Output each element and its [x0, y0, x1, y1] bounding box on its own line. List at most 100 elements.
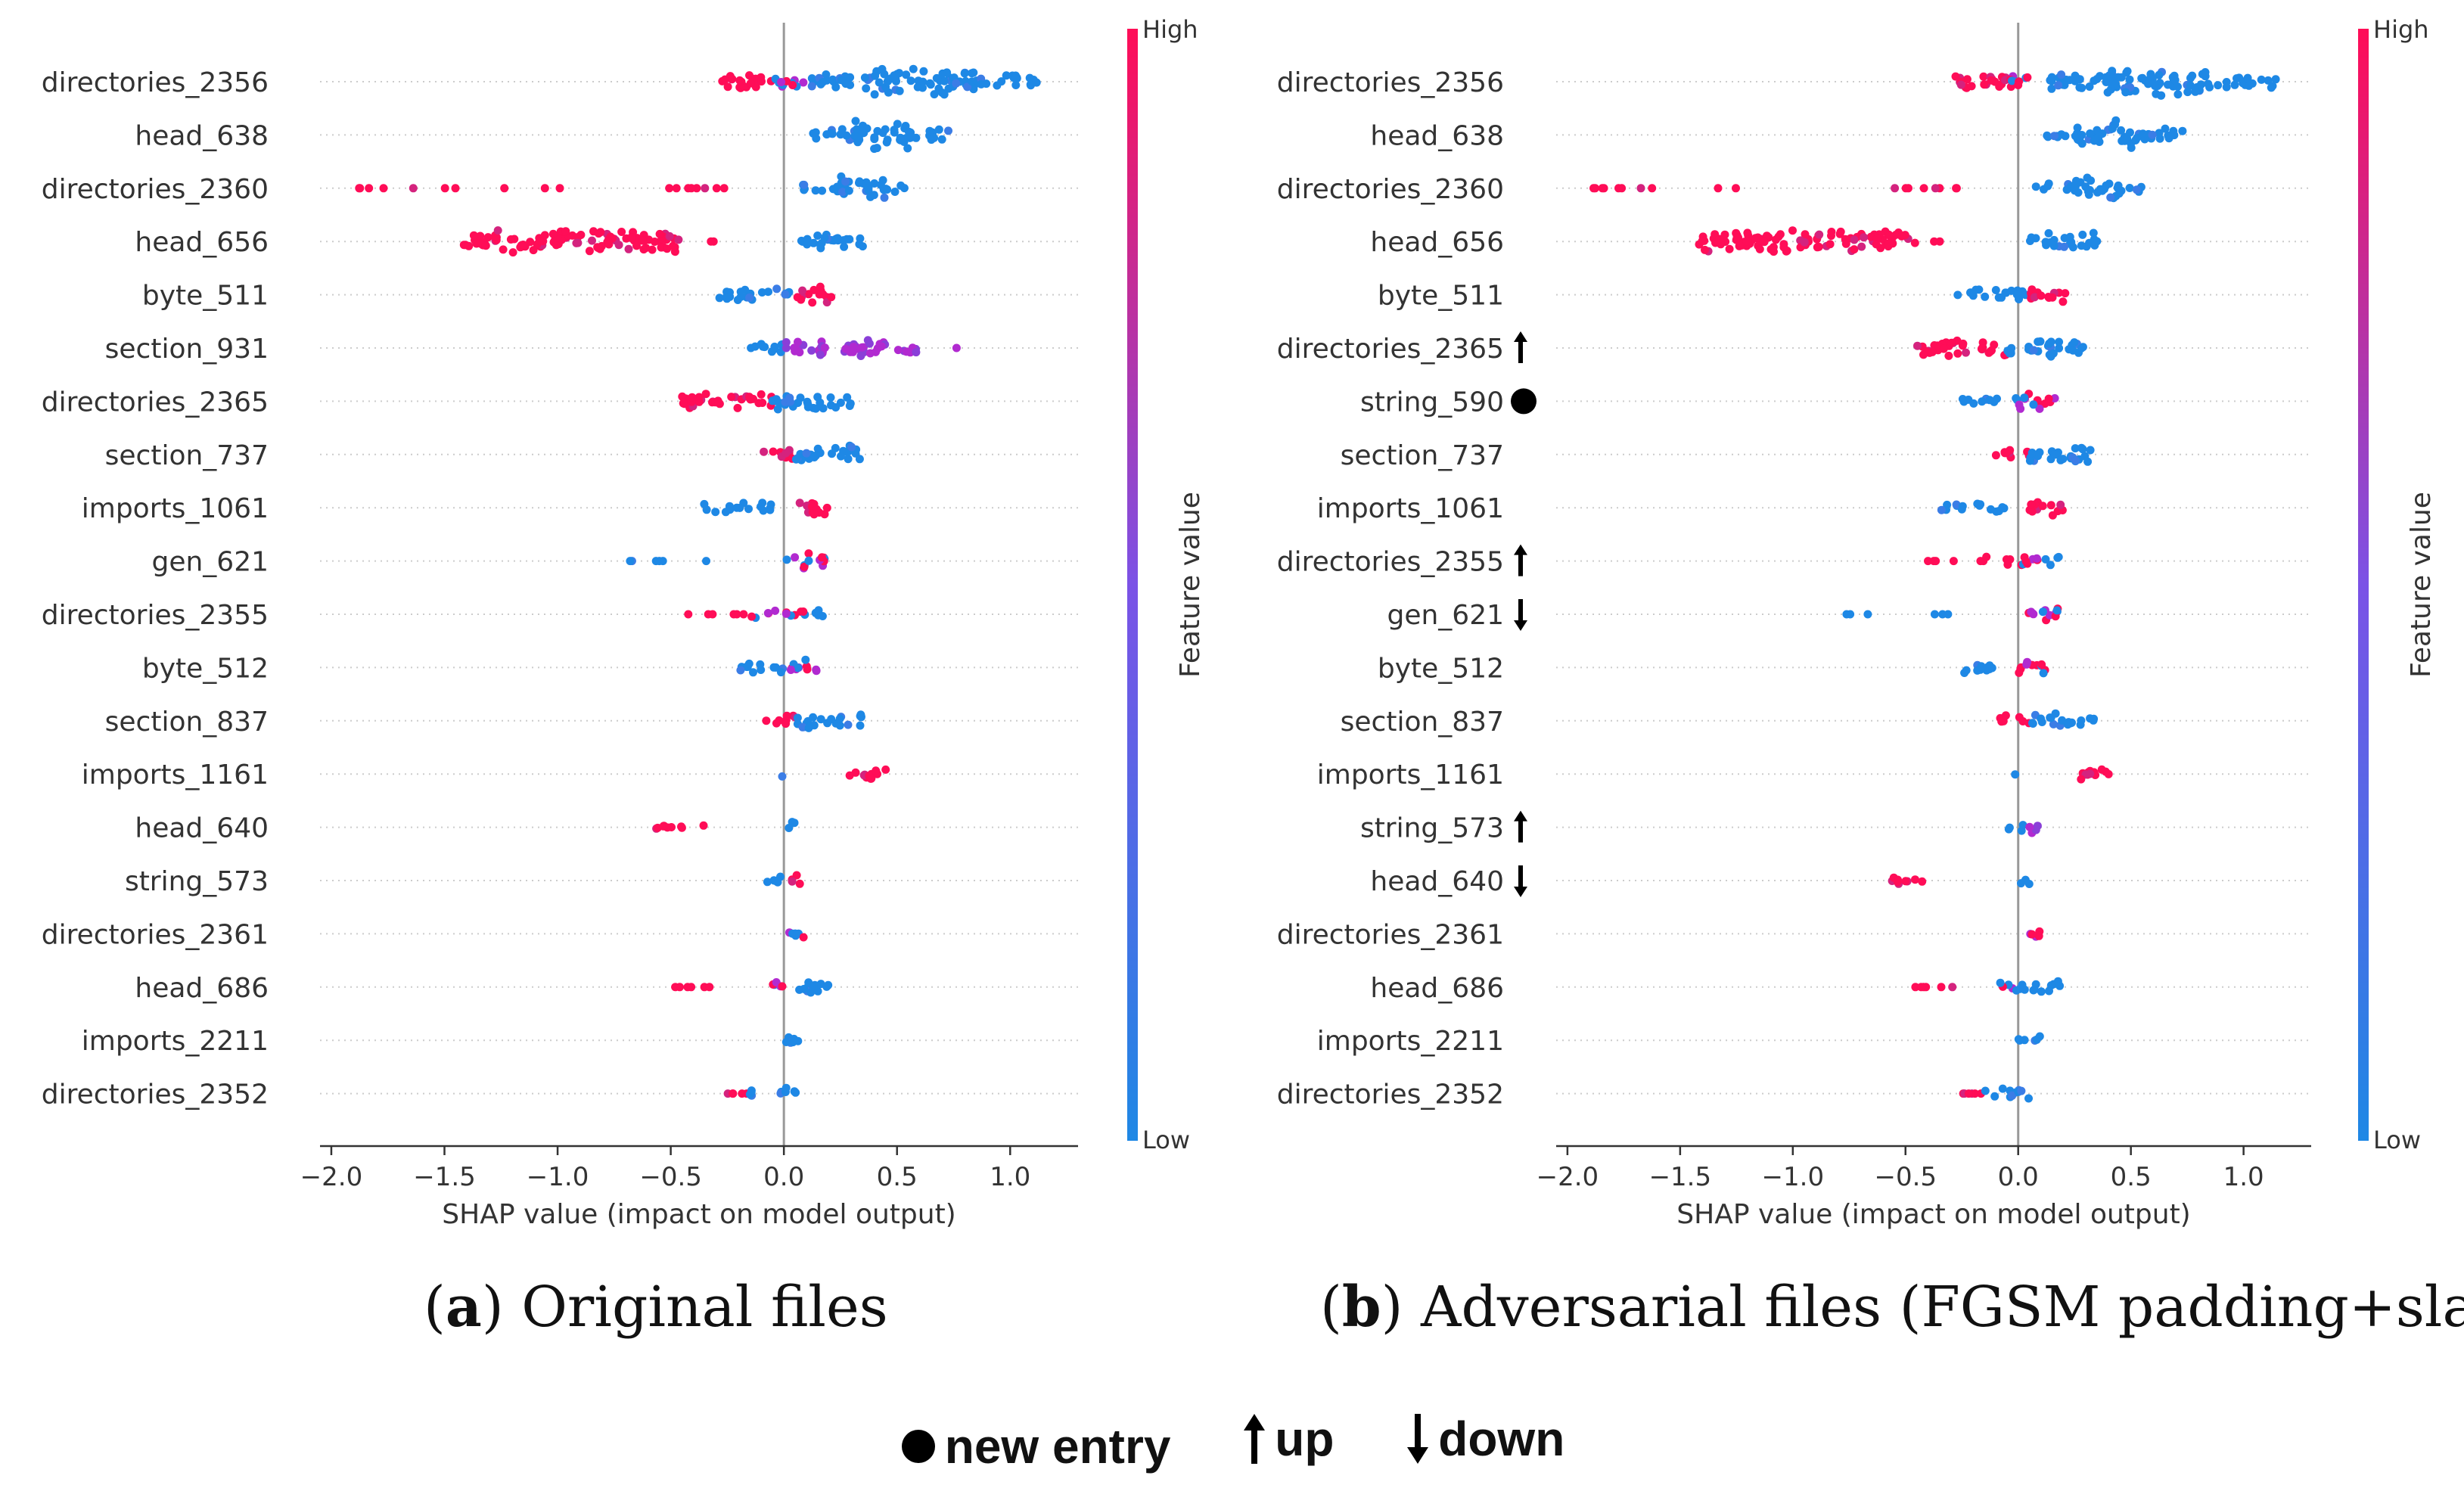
shap-point [1953, 349, 1962, 358]
shap-point [890, 188, 900, 196]
colorbar [2358, 29, 2369, 1141]
shap-point [799, 607, 808, 616]
shap-point [2048, 511, 2057, 520]
shap-point [1850, 245, 1859, 254]
shap-point [2027, 930, 2037, 939]
shap-point [1973, 499, 1982, 508]
shap-point [1815, 230, 1824, 239]
shap-point [684, 610, 693, 619]
shap-point [881, 185, 890, 194]
shap-point [2245, 81, 2254, 90]
shap-point [1960, 669, 1969, 677]
shap-point [2037, 660, 2046, 669]
shap-point [2077, 83, 2086, 92]
shap-point [871, 71, 880, 80]
shap-point [676, 983, 684, 992]
shap-point [1972, 285, 1981, 294]
shap-point [745, 393, 753, 402]
feature-label: gen_621 [1387, 600, 1504, 631]
shap-point [811, 186, 820, 195]
shap-point [356, 184, 365, 193]
shap-point [1962, 348, 1970, 357]
shap-point [1944, 351, 1953, 360]
feature-label: head_686 [1370, 973, 1504, 1004]
shap-point [1969, 399, 1978, 408]
shap-point [678, 392, 687, 401]
shap-point [508, 248, 517, 257]
x-tick-label: −0.5 [639, 1162, 702, 1192]
shap-point [816, 715, 825, 724]
shap-point [778, 772, 787, 781]
shap-point [2077, 716, 2086, 725]
shap-point [1771, 235, 1780, 244]
shap-point [840, 242, 849, 251]
shap-point [909, 64, 918, 73]
shap-point [809, 510, 819, 519]
arrow-down-icon [1407, 1414, 1429, 1464]
shap-point [572, 238, 581, 247]
shap-point [747, 612, 757, 621]
shap-point [2016, 404, 2025, 413]
colorbar [1127, 29, 1138, 1141]
x-tick-label: 1.0 [2223, 1162, 2264, 1192]
shap-point [2155, 134, 2164, 143]
shap-point [658, 557, 667, 566]
feature-label: section_837 [105, 707, 269, 738]
feature-label: section_737 [105, 440, 269, 471]
shap-point [960, 69, 969, 78]
feature-label: imports_1061 [82, 493, 269, 524]
shap-point [849, 343, 858, 351]
shap-point [1009, 73, 1018, 82]
shap-point [733, 403, 742, 412]
shap-point [791, 931, 800, 940]
shap-point [882, 138, 891, 147]
shap-point [1930, 610, 1939, 619]
shap-point [1993, 394, 2001, 403]
shap-point [837, 125, 847, 134]
shap-point [2196, 80, 2205, 89]
shap-point [1863, 610, 1872, 619]
arrow-down-icon [1514, 599, 1527, 631]
x-tick-label: −1.5 [1649, 1162, 1712, 1192]
shap-point [1985, 396, 1994, 405]
shap-point [766, 505, 775, 514]
shap-point [837, 76, 846, 85]
shap-point [2050, 449, 2059, 458]
shap-point [1919, 184, 1928, 193]
shap-point [2178, 126, 2187, 135]
shap-point [2268, 82, 2277, 91]
shap-point [2043, 182, 2052, 191]
shap-point [739, 82, 748, 91]
shap-point [822, 70, 831, 79]
shap-point [2188, 71, 2197, 80]
shap-point [2243, 73, 2252, 82]
shap-point [715, 294, 724, 303]
shap-point [930, 90, 939, 99]
shap-point [835, 721, 844, 730]
shap-point [2173, 82, 2182, 91]
shap-point [2105, 179, 2114, 188]
shap-point [729, 1089, 738, 1098]
shap-point [2012, 394, 2021, 402]
x-axis-label: SHAP value (impact on model output) [442, 1199, 955, 1230]
shap-point [519, 241, 527, 249]
feature-label: imports_1161 [82, 760, 269, 791]
shap-point [2044, 294, 2053, 302]
shap-point [872, 144, 881, 153]
shap-point [788, 81, 797, 89]
shap-point [827, 293, 836, 302]
shap-point [1939, 344, 1948, 353]
shap-point [778, 982, 787, 991]
caption-a-text: Original files [521, 1275, 888, 1340]
shap-point [890, 71, 899, 80]
shap-point [2025, 456, 2034, 465]
shap-point [1732, 233, 1742, 242]
shap-point [745, 71, 753, 80]
shap-point [2028, 719, 2037, 728]
x-tick-label: −1.5 [413, 1162, 476, 1192]
shap-point [1917, 983, 1926, 992]
shap-point [925, 79, 934, 88]
feature-label: directories_2365 [1277, 334, 1504, 365]
shap-point [2123, 134, 2132, 143]
feature-label: string_573 [125, 866, 269, 897]
